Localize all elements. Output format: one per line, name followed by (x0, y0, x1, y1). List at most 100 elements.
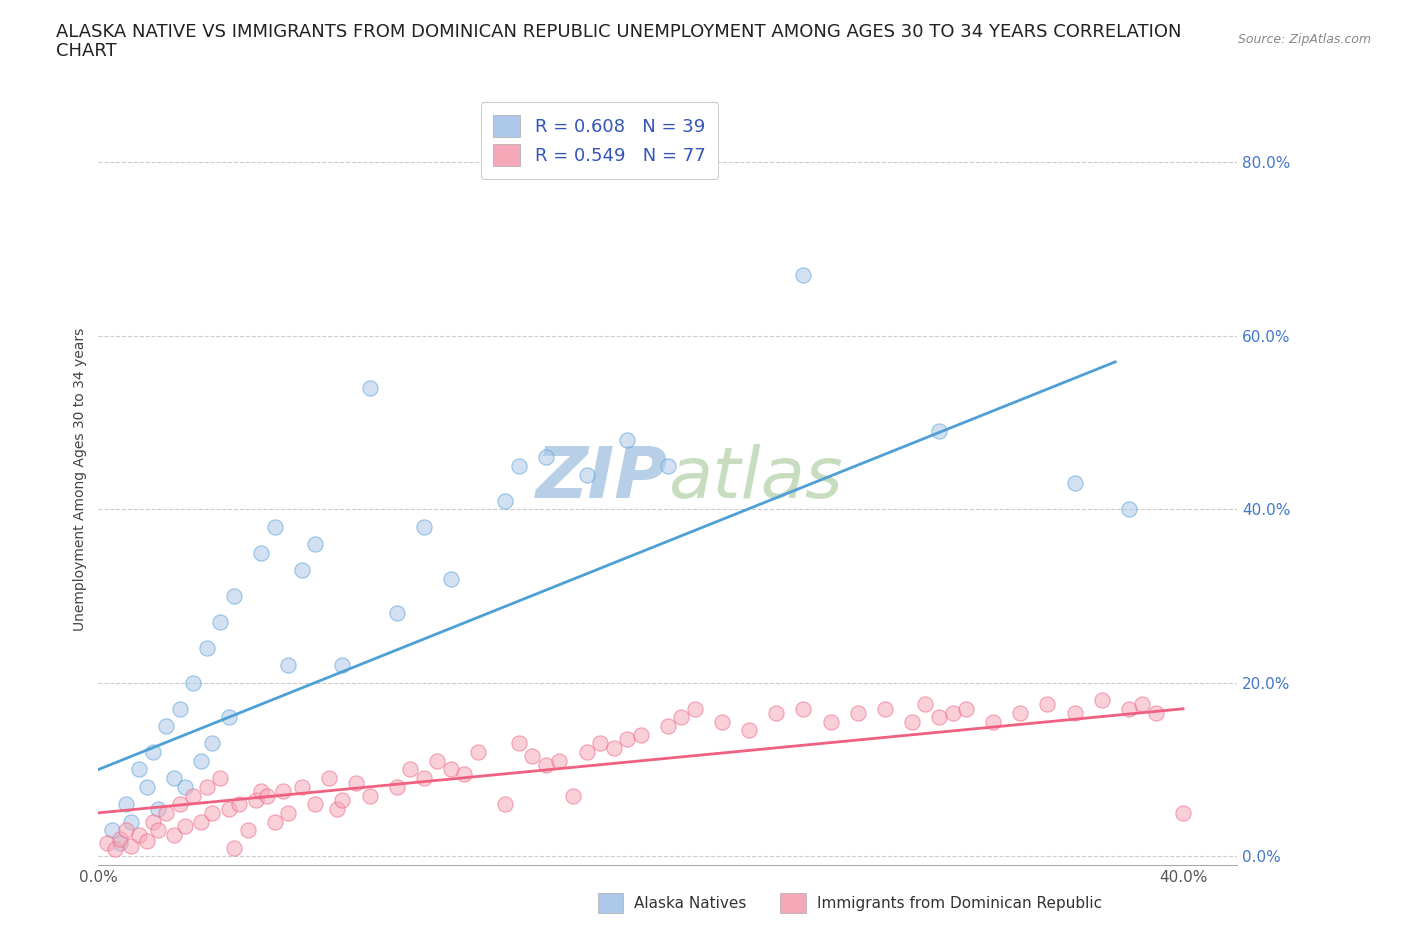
Point (534, 758, 557, 773)
Point (183, 675, 205, 690)
Point (136, 833, 159, 848)
Text: CHART: CHART (56, 42, 117, 60)
Point (108, 836, 131, 851)
Point (271, 784, 294, 799)
Point (359, 380, 381, 395)
Point (128, 762, 150, 777)
Point (1063, 706, 1085, 721)
Point (169, 701, 191, 716)
Point (630, 727, 652, 742)
Point (218, 710, 240, 724)
Point (711, 714, 734, 729)
Point (304, 537, 326, 551)
Point (228, 797, 250, 812)
Point (873, 701, 896, 716)
Point (534, 450, 557, 465)
Point (326, 801, 349, 816)
Point (846, 706, 869, 721)
Point (981, 714, 1004, 729)
Point (508, 736, 530, 751)
Point (332, 658, 354, 673)
Point (146, 823, 169, 838)
Point (201, 805, 224, 820)
Point (120, 838, 142, 853)
Y-axis label: Unemployment Among Ages 30 to 34 years: Unemployment Among Ages 30 to 34 years (73, 327, 87, 631)
Point (657, 719, 679, 734)
Point (453, 766, 475, 781)
Point (209, 615, 232, 630)
Point (291, 563, 314, 578)
Point (108, 831, 131, 846)
Point (174, 818, 197, 833)
Text: Immigrants from Dominican Republic: Immigrants from Dominican Republic (817, 896, 1102, 910)
Point (683, 701, 706, 716)
Point (412, 519, 434, 534)
Point (332, 792, 354, 807)
Point (602, 740, 624, 755)
Point (222, 840, 245, 855)
Point (562, 788, 585, 803)
Point (136, 779, 159, 794)
Point (277, 658, 299, 673)
Point (440, 762, 463, 777)
Point (914, 697, 936, 711)
Point (256, 788, 278, 803)
Point (96, 836, 118, 851)
Point (163, 827, 186, 842)
Point (190, 814, 212, 829)
Point (955, 701, 977, 716)
Point (190, 753, 212, 768)
Point (385, 779, 408, 794)
Point (155, 719, 177, 734)
Point (901, 714, 924, 729)
Point (1063, 476, 1085, 491)
Point (195, 641, 218, 656)
Point (174, 779, 197, 794)
Point (671, 710, 693, 724)
Point (163, 771, 186, 786)
Point (142, 814, 165, 829)
Point (146, 801, 169, 816)
Point (1036, 697, 1059, 711)
Point (792, 701, 814, 716)
Text: Alaska Natives: Alaska Natives (634, 896, 747, 910)
Text: Source: ZipAtlas.com: Source: ZipAtlas.com (1237, 33, 1371, 46)
Point (399, 762, 422, 777)
Point (494, 797, 516, 812)
Text: atlas: atlas (668, 445, 842, 513)
Point (548, 753, 571, 768)
Point (765, 706, 787, 721)
Point (1118, 502, 1140, 517)
Point (201, 736, 224, 751)
Point (1132, 697, 1154, 711)
Point (183, 788, 205, 803)
Text: ZIP: ZIP (536, 445, 668, 513)
Point (104, 842, 127, 857)
Point (155, 805, 177, 820)
Point (494, 493, 516, 508)
Point (195, 779, 218, 794)
Point (928, 710, 950, 724)
Point (412, 771, 434, 786)
Point (263, 814, 285, 829)
Point (218, 801, 240, 816)
Point (114, 823, 136, 838)
Point (657, 458, 679, 473)
Point (277, 805, 299, 820)
Point (942, 706, 965, 721)
Point (385, 606, 408, 621)
Legend: R = 0.608   N = 39, R = 0.549   N = 77: R = 0.608 N = 39, R = 0.549 N = 77 (481, 102, 718, 179)
Point (616, 432, 638, 447)
Point (1091, 693, 1114, 708)
Point (245, 792, 267, 807)
Point (522, 749, 544, 764)
Point (114, 797, 136, 812)
Point (508, 458, 530, 473)
Point (169, 797, 191, 812)
Point (263, 519, 285, 534)
Point (101, 823, 124, 838)
Point (236, 823, 259, 838)
Point (291, 779, 314, 794)
Point (792, 268, 814, 283)
Point (1144, 706, 1167, 721)
